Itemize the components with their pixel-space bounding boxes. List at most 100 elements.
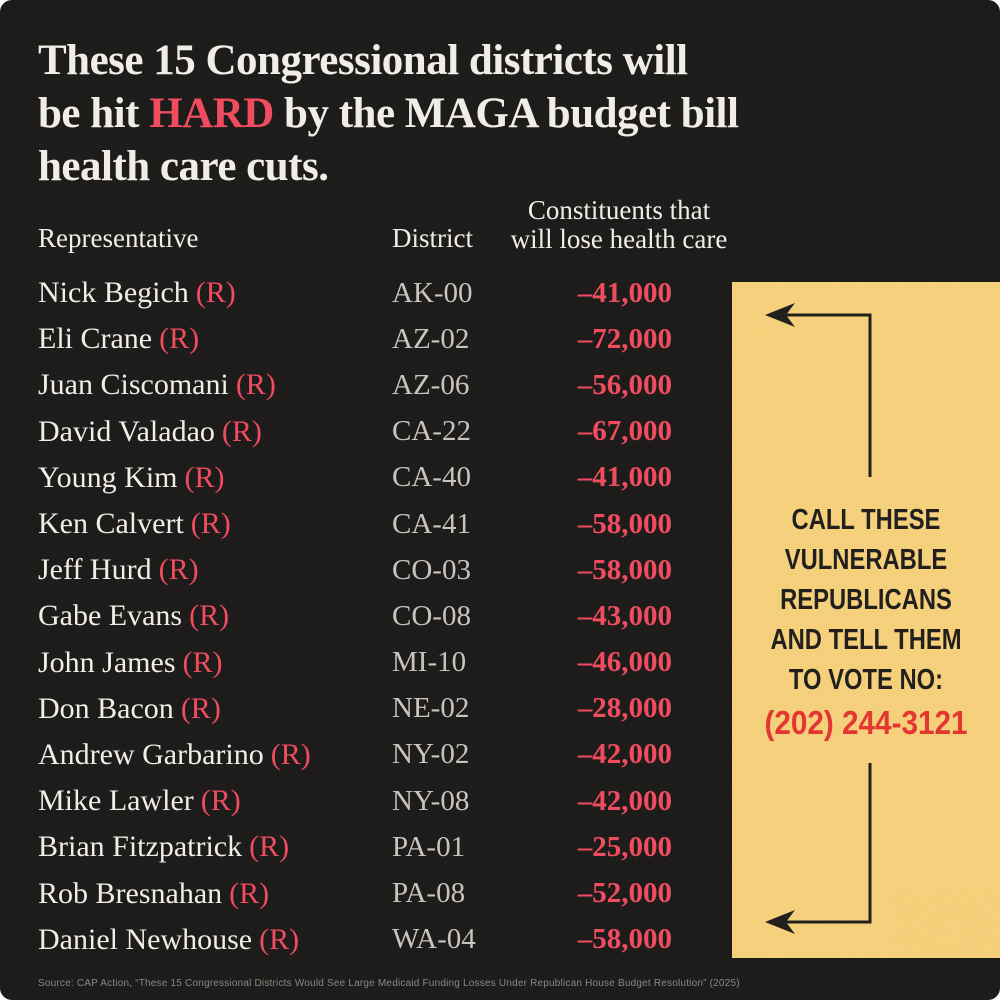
row-district: AZ-06 bbox=[392, 368, 470, 401]
representative-cell: Don Bacon (R) bbox=[38, 692, 392, 726]
table-body: Nick Begich (R) AK-00 –41,000 Eli Crane (R… bbox=[38, 270, 672, 963]
representative-cell: Brian Fitzpatrick (R) bbox=[38, 830, 392, 864]
rep-party: (R) bbox=[221, 414, 262, 448]
source-citation: Source: CAP Action, “These 15 Congressio… bbox=[38, 978, 740, 989]
rep-name: Mike Lawler bbox=[38, 784, 194, 818]
row-loss: –46,000 bbox=[577, 646, 672, 679]
rep-name: John James bbox=[38, 645, 176, 679]
representative-cell: Young Kim (R) bbox=[38, 461, 392, 495]
row-district: AZ-02 bbox=[392, 322, 470, 355]
rep-party: (R) bbox=[184, 460, 225, 494]
row-district: PA-01 bbox=[392, 830, 466, 863]
table-row: Jeff Hurd (R) CO-03 –58,000 bbox=[38, 547, 672, 593]
column-header-loss-line1: Constituents that bbox=[527, 195, 711, 225]
row-district: MI-10 bbox=[392, 646, 467, 679]
table-row: Rob Bresnahan (R) PA-08 –52,000 bbox=[38, 870, 672, 916]
row-loss: –25,000 bbox=[577, 830, 672, 863]
representative-cell: Mike Lawler (R) bbox=[38, 784, 392, 818]
row-district: AK-00 bbox=[392, 276, 473, 309]
representative-cell: Eli Crane (R) bbox=[38, 322, 392, 356]
table-row: Gabe Evans (R) CO-08 –43,000 bbox=[38, 593, 672, 639]
rep-party: (R) bbox=[180, 691, 221, 725]
row-district: CA-22 bbox=[392, 415, 471, 448]
row-loss: –41,000 bbox=[577, 461, 672, 494]
rep-name: Eli Crane bbox=[38, 322, 153, 356]
row-district: NY-08 bbox=[392, 784, 470, 817]
table-row: Daniel Newhouse (R) WA-04 –58,000 bbox=[38, 917, 672, 963]
arrow-left-bottom-icon bbox=[782, 763, 872, 924]
row-loss: –58,000 bbox=[577, 507, 672, 540]
callout-line-3: REPUBLICANS bbox=[780, 584, 952, 616]
row-district: PA-08 bbox=[392, 877, 466, 910]
representative-cell: Andrew Garbarino (R) bbox=[38, 738, 392, 772]
row-district: CO-08 bbox=[392, 599, 471, 632]
callout-box: CALL THESE VULNERABLE REPUBLICANS AND TE… bbox=[732, 282, 1000, 958]
row-district: WA-04 bbox=[392, 923, 476, 956]
representative-cell: Gabe Evans (R) bbox=[38, 599, 392, 633]
title-line-2-after: by the MAGA budget bill bbox=[273, 90, 739, 137]
row-district: CO-03 bbox=[392, 553, 471, 586]
row-district: CA-41 bbox=[392, 507, 471, 540]
rep-name: Don Bacon bbox=[38, 691, 174, 725]
representative-cell: Daniel Newhouse (R) bbox=[38, 923, 392, 957]
row-district: CA-40 bbox=[392, 461, 471, 494]
representative-cell: David Valadao (R) bbox=[38, 415, 392, 449]
table-row: Don Bacon (R) NE-02 –28,000 bbox=[38, 686, 672, 732]
representative-cell: Nick Begich (R) bbox=[38, 276, 392, 310]
row-loss: –52,000 bbox=[577, 877, 672, 910]
rep-name: Jeff Hurd bbox=[38, 553, 152, 587]
rep-party: (R) bbox=[158, 553, 199, 587]
title-highlight: HARD bbox=[149, 90, 274, 137]
callout-line-2: VULNERABLE bbox=[784, 544, 948, 576]
rep-name: Andrew Garbarino bbox=[38, 737, 264, 771]
representative-cell: Rob Bresnahan (R) bbox=[38, 877, 392, 911]
rep-party: (R) bbox=[259, 922, 300, 956]
table-row: Mike Lawler (R) NY-08 –42,000 bbox=[38, 778, 672, 824]
table-row: Andrew Garbarino (R) NY-02 –42,000 bbox=[38, 732, 672, 778]
row-district: NY-02 bbox=[392, 738, 470, 771]
callout-line-4: AND TELL THEM bbox=[770, 624, 962, 656]
title-line-3: health care cuts. bbox=[38, 143, 329, 190]
title-line-1: These 15 Congressional districts will bbox=[38, 37, 688, 84]
phone-number: (202) 244-3121 bbox=[764, 704, 968, 741]
callout-text: CALL THESE VULNERABLE REPUBLICANS AND TE… bbox=[732, 500, 1000, 744]
row-loss: –42,000 bbox=[577, 784, 672, 817]
representative-cell: Ken Calvert (R) bbox=[38, 507, 392, 541]
rep-name: Juan Ciscomani bbox=[38, 368, 229, 402]
rep-party: (R) bbox=[235, 368, 276, 402]
row-loss: –58,000 bbox=[577, 553, 672, 586]
rep-party: (R) bbox=[159, 322, 200, 356]
representative-cell: Juan Ciscomani (R) bbox=[38, 368, 392, 402]
rep-party: (R) bbox=[182, 645, 223, 679]
row-district: NE-02 bbox=[392, 692, 470, 725]
rep-name: David Valadao bbox=[38, 414, 215, 448]
column-header-loss: Constituents that will lose health care bbox=[490, 196, 748, 254]
page-title: These 15 Congressional districts will be… bbox=[38, 34, 968, 193]
callout-line-1: CALL THESE bbox=[791, 504, 941, 536]
table-row: Juan Ciscomani (R) AZ-06 –56,000 bbox=[38, 362, 672, 408]
column-header-representative: Representative bbox=[38, 223, 199, 253]
row-loss: –41,000 bbox=[577, 276, 672, 309]
rep-name: Nick Begich bbox=[38, 276, 189, 310]
rep-party: (R) bbox=[195, 276, 236, 310]
title-line-2: be hit HARD by the MAGA budget bill bbox=[38, 87, 968, 140]
row-loss: –43,000 bbox=[577, 599, 672, 632]
rep-name: Young Kim bbox=[38, 460, 178, 494]
table-row: Young Kim (R) CA-40 –41,000 bbox=[38, 455, 672, 501]
rep-party: (R) bbox=[190, 507, 231, 541]
row-loss: –72,000 bbox=[577, 322, 672, 355]
row-loss: –58,000 bbox=[577, 923, 672, 956]
callout-line-5: TO VOTE NO: bbox=[788, 664, 944, 696]
table-row: Nick Begich (R) AK-00 –41,000 bbox=[38, 270, 672, 316]
rep-name: Gabe Evans bbox=[38, 599, 183, 633]
rep-party: (R) bbox=[270, 737, 311, 771]
representative-cell: Jeff Hurd (R) bbox=[38, 553, 392, 587]
row-loss: –56,000 bbox=[577, 368, 672, 401]
column-header-district: District bbox=[392, 223, 473, 253]
column-header-loss-line2: will lose health care bbox=[510, 224, 728, 254]
rep-name: Brian Fitzpatrick bbox=[38, 830, 243, 864]
title-line-2-before: be hit bbox=[38, 90, 150, 137]
rep-name: Daniel Newhouse bbox=[38, 922, 253, 956]
row-loss: –28,000 bbox=[577, 692, 672, 725]
